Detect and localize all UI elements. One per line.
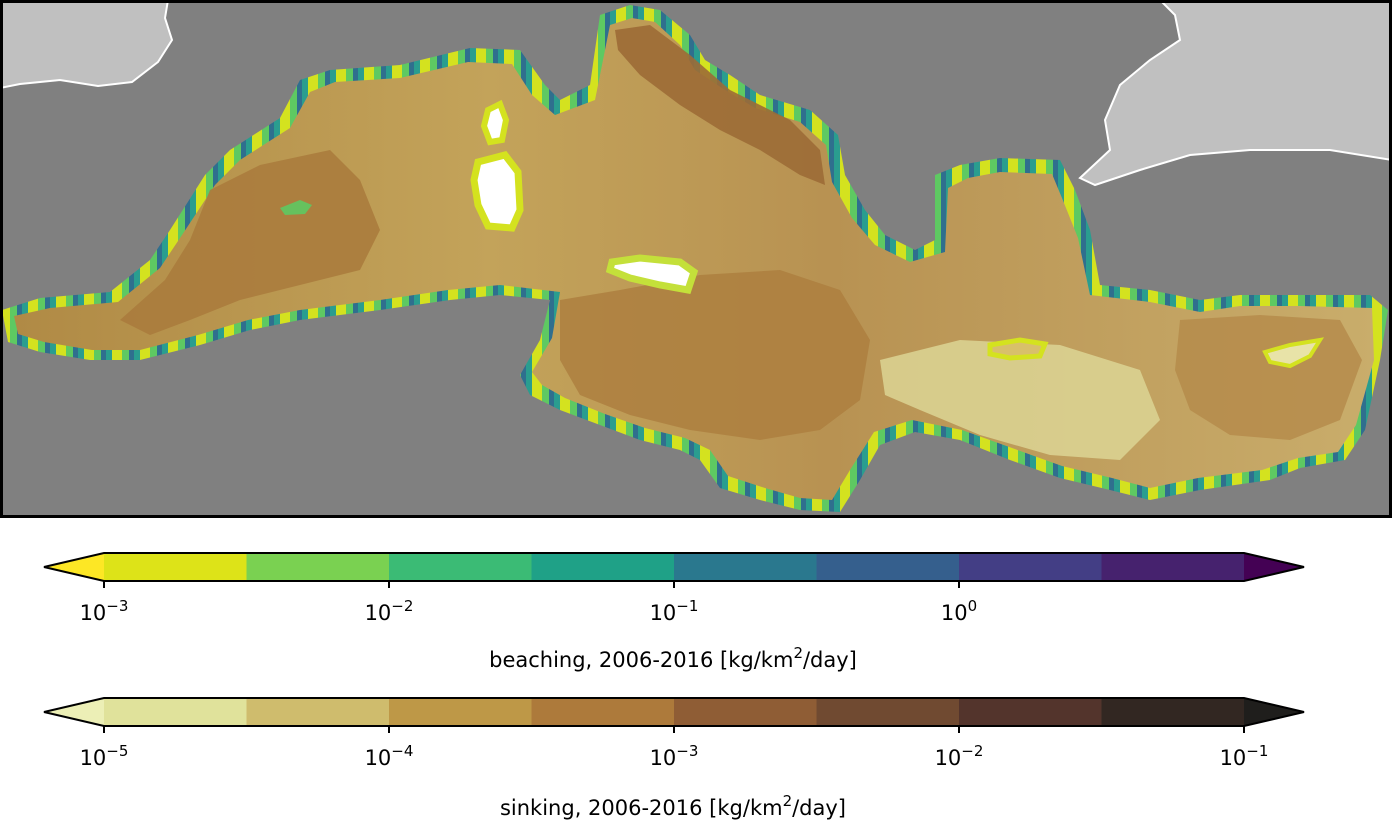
beaching-color-bin: [674, 553, 817, 581]
beaching-extend-high: [1244, 553, 1304, 581]
colorbar-sinking: 10−5 10−4 10−3 10−2 10−1 sinking, 2006-2016 …: [0, 693, 1392, 820]
sinking-zone-west: [120, 150, 380, 335]
sinking-tick-label: 10−5: [79, 742, 129, 770]
sinking-tick-label: 10−4: [364, 742, 414, 770]
sinking-tick-label: 10−1: [1219, 742, 1269, 770]
beaching-outline: [43, 552, 1305, 582]
beaching-color-bin: [104, 553, 247, 581]
beaching-color-bin: [246, 553, 390, 581]
sinking-color-bin: [959, 698, 1102, 726]
beaching-tick-label: 10−1: [649, 597, 699, 625]
colorbar-sinking-bar: [43, 697, 1305, 733]
land-northwest: [0, 0, 174, 90]
sinking-zone-ionian: [560, 270, 870, 440]
beaching-tick-label: 10−2: [364, 597, 414, 625]
mediterranean-map: [0, 0, 1392, 518]
island-sardinia: [470, 151, 524, 232]
beaching-color-bin: [816, 553, 960, 581]
sinking-color-bin: [531, 698, 675, 726]
colorbar-beaching-label: beaching, 2006-2016 [kg/km2/day]: [489, 644, 857, 672]
beaching-tick-label: 100: [940, 597, 978, 625]
island-balearic: [280, 200, 312, 215]
beaching-color-bin: [959, 553, 1102, 581]
sinking-extend-low: [44, 698, 104, 726]
sinking-zone-light: [880, 340, 1160, 460]
sinking-color-bin: [816, 698, 960, 726]
beaching-color-bin: [531, 553, 675, 581]
beaching-color-bin: [1101, 553, 1245, 581]
beaching-tick-label: 10−3: [79, 597, 129, 625]
sinking-color-bin: [389, 698, 532, 726]
sinking-tick-label: 10−3: [649, 742, 699, 770]
colorbar-beaching-bar: [43, 552, 1305, 588]
sinking-extend-high: [1244, 698, 1304, 726]
colorbar-sinking-label: sinking, 2006-2016 [kg/km2/day]: [499, 792, 847, 820]
beaching-extend-low: [44, 553, 104, 581]
map-frame: [0, 0, 1392, 518]
land-northeast: [1078, 0, 1392, 187]
island-crete: [987, 337, 1049, 361]
island-sicily: [605, 254, 699, 294]
sinking-color-bin: [1101, 698, 1245, 726]
island-cyprus: [1262, 337, 1325, 369]
beaching-color-bin: [389, 553, 532, 581]
map-panel: [0, 0, 1392, 518]
sinking-color-bin: [104, 698, 247, 726]
island-corsica: [480, 99, 510, 146]
sinking-color-bin: [674, 698, 817, 726]
sinking-zone-adriatic: [615, 25, 825, 185]
sinking-color-bin: [246, 698, 390, 726]
colorbar-beaching: 10−3 10−2 10−1 100 beaching, 2006-2016 [kg/…: [0, 548, 1392, 672]
sinking-tick-label: 10−2: [934, 742, 984, 770]
